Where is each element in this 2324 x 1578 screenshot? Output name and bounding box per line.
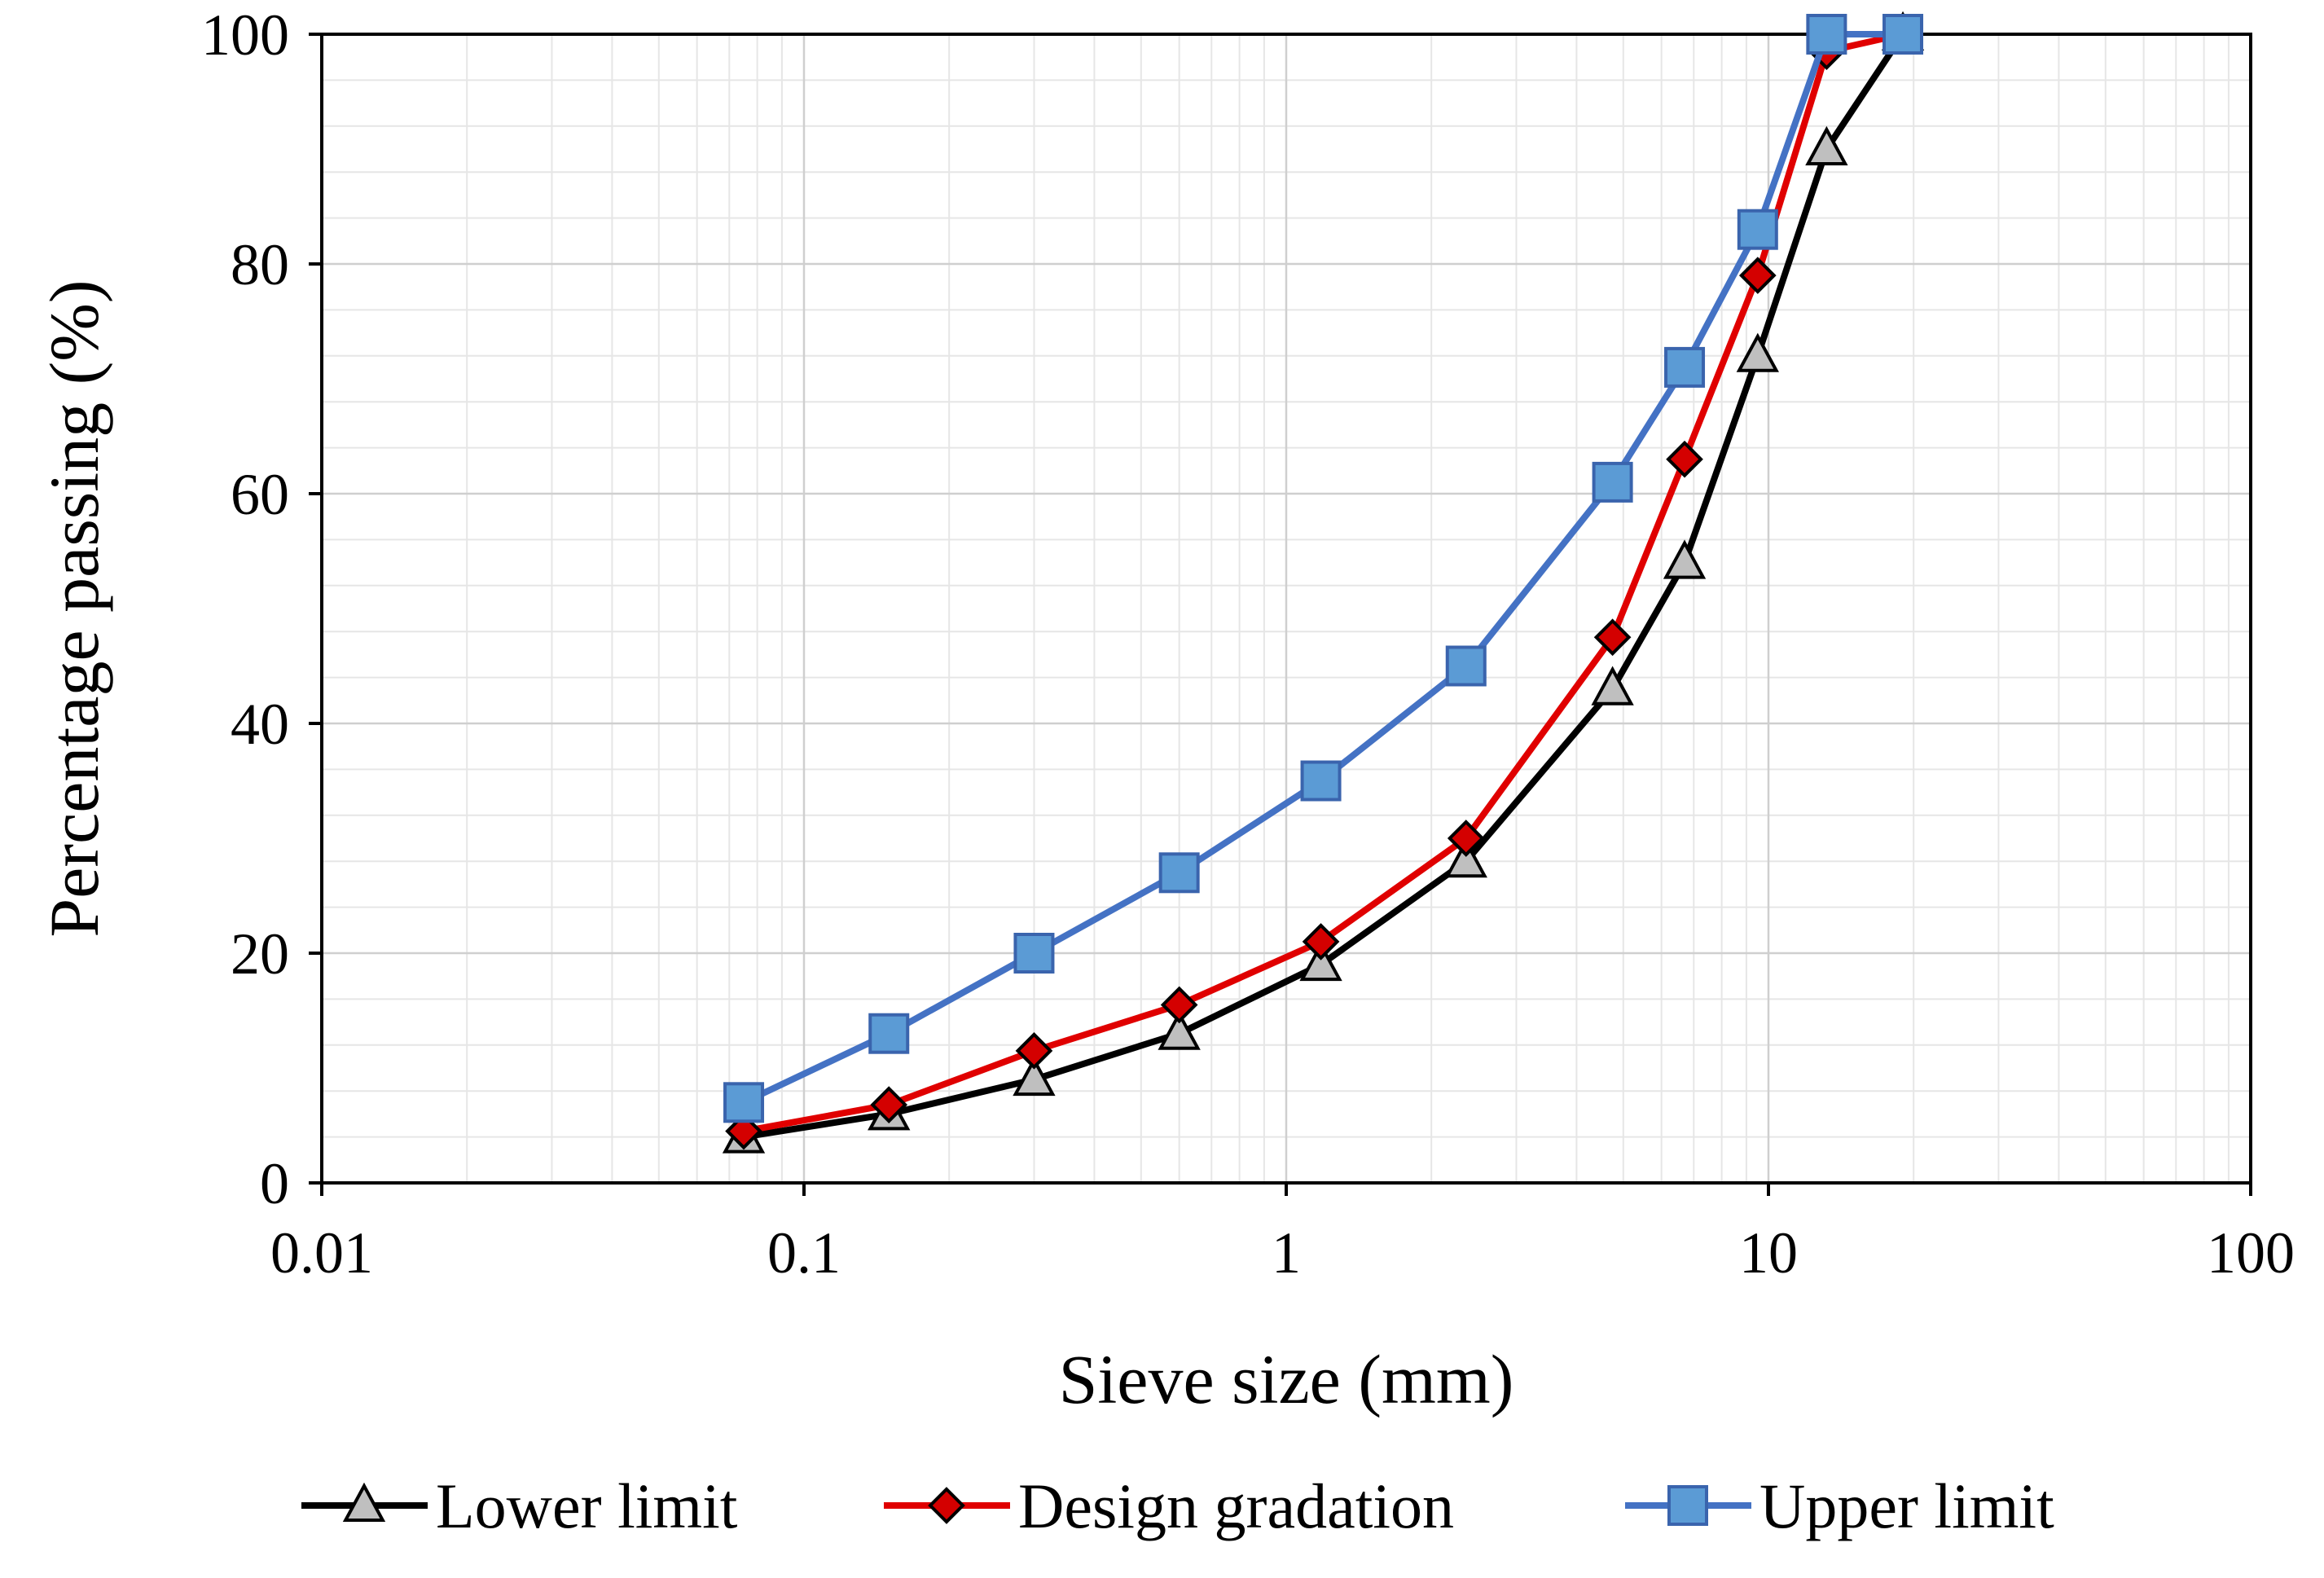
data-point-marker: [1736, 332, 1779, 372]
x-tick-label: 10: [1739, 1220, 1798, 1286]
data-point-marker: [1738, 257, 1777, 294]
x-tick-label: 0.01: [270, 1220, 373, 1286]
data-point-marker: [1737, 209, 1778, 250]
major-gridlines: [320, 33, 2252, 1185]
data-point-marker: [1015, 1032, 1053, 1070]
x-axis-title: Sieve size (mm): [1059, 1340, 1514, 1418]
legend-entry: Design gradation: [884, 1470, 1454, 1541]
legend-entry: Lower limit: [301, 1470, 738, 1541]
x-tick-label: 0.1: [767, 1220, 841, 1286]
legend-marker: [1667, 1485, 1708, 1526]
data-point-marker: [1666, 440, 1703, 478]
data-point-marker: [725, 1112, 762, 1150]
data-point-marker: [1882, 14, 1924, 55]
y-tick-label: 40: [231, 692, 289, 757]
legend-entry: Upper limit: [1625, 1470, 2054, 1541]
data-point-marker: [870, 1086, 908, 1123]
series-lower-limit: [722, 11, 1925, 1154]
y-axis-ticks: 0 20 40 60 80 100: [201, 2, 322, 1216]
data-point-marker: [723, 1082, 765, 1123]
data-point-marker: [1445, 645, 1487, 687]
data-point-marker: [1160, 986, 1198, 1024]
legend-label: Lower limit: [436, 1470, 738, 1541]
data-point-marker: [1663, 539, 1707, 579]
data-point-marker: [1013, 933, 1055, 974]
data-point-marker: [1158, 1010, 1201, 1050]
series-upper-limit: [723, 14, 1924, 1123]
data-point-marker: [1013, 1056, 1056, 1097]
data-point-marker: [1302, 923, 1340, 960]
y-tick-label: 60: [231, 462, 289, 527]
data-point-marker: [1806, 14, 1847, 55]
legend-marker: [928, 1487, 965, 1524]
data-point-marker: [1158, 852, 1200, 894]
data-point-marker: [1444, 838, 1487, 878]
data-point-marker: [1299, 941, 1342, 982]
data-point-marker: [1593, 618, 1632, 657]
legend: Lower limit Design gradation Upper limit: [301, 1470, 2054, 1541]
y-tick-label: 100: [201, 2, 289, 68]
data-point-marker: [868, 1013, 910, 1054]
y-axis-title: Percentage passing (%): [35, 279, 113, 937]
x-axis-ticks: 0.01 0.1 1 10 100: [270, 1183, 2295, 1286]
y-tick-label: 0: [260, 1151, 289, 1216]
y-tick-label: 80: [231, 232, 289, 297]
legend-label: Upper limit: [1759, 1470, 2054, 1541]
data-point-marker: [1664, 346, 1706, 388]
legend-marker: [342, 1482, 386, 1522]
y-tick-label: 20: [231, 921, 289, 987]
series-layer: [722, 11, 1925, 1154]
data-point-marker: [1591, 666, 1634, 705]
data-point-marker: [1447, 820, 1485, 857]
x-tick-label: 1: [1272, 1220, 1301, 1286]
data-point-marker: [1805, 125, 1848, 165]
data-point-marker: [1300, 760, 1342, 802]
data-point-marker: [1592, 461, 1633, 503]
x-tick-label: 100: [2207, 1220, 2295, 1286]
legend-label: Design gradation: [1018, 1470, 1454, 1541]
